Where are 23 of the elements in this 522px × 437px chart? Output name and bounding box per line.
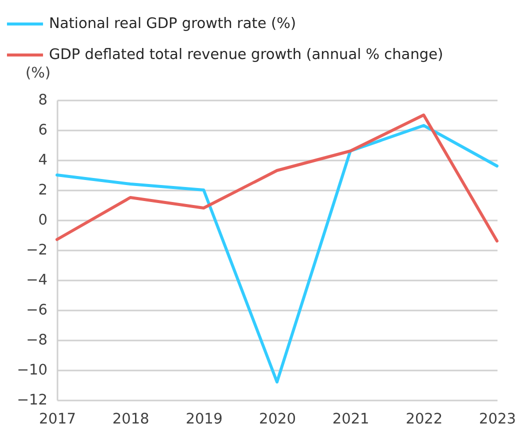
y-tick-label: 4 (38, 152, 48, 168)
legend-label: GDP deflated total revenue growth (annual % change) (49, 47, 444, 63)
x-tick-label: 2019 (186, 412, 223, 428)
x-tick-label: 2023 (479, 412, 516, 428)
y-tick-label: −8 (26, 332, 48, 348)
line-series (56, 114, 498, 242)
y-tick-label: −10 (16, 362, 48, 378)
y-tick-label: 8 (38, 92, 48, 108)
y-axis-title: (%) (26, 66, 51, 82)
x-tick-label: 2017 (39, 412, 76, 428)
x-tick-label: 2018 (112, 412, 150, 428)
y-tick-label: 2 (38, 182, 48, 198)
x-tick-label: 2021 (332, 412, 370, 428)
y-tick-label: −12 (16, 392, 48, 408)
legend-label: National real GDP growth rate (%) (49, 16, 296, 32)
x-tick-label: 2020 (259, 412, 296, 428)
x-tick-label: 2022 (406, 412, 443, 428)
line-series (56, 124, 498, 384)
y-tick-label: 0 (38, 212, 48, 228)
y-tick-label: −4 (26, 272, 48, 288)
y-tick-label: 6 (38, 122, 48, 138)
y-tick-label: −6 (26, 302, 48, 318)
y-tick-label: −2 (26, 242, 48, 258)
